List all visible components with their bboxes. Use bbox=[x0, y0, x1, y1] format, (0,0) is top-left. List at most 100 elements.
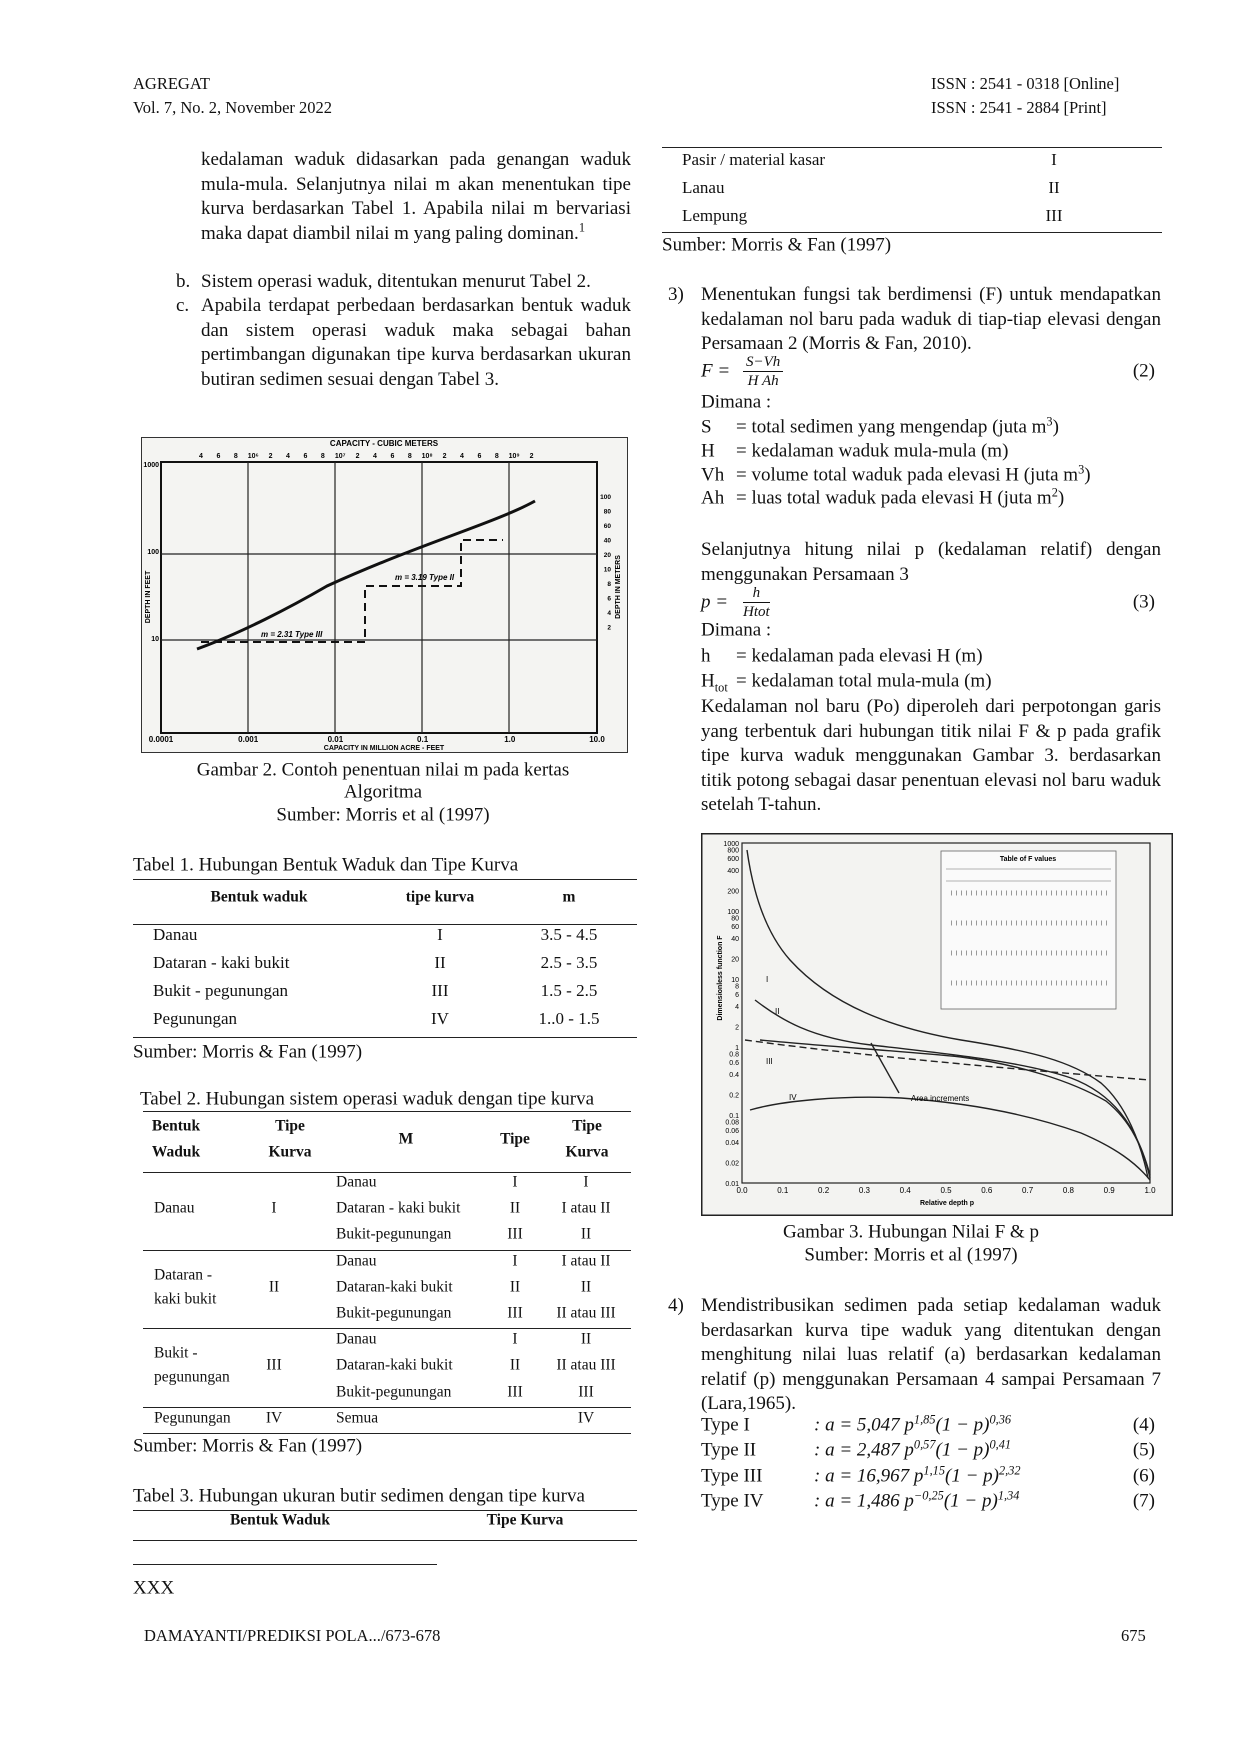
term: (1 − p) bbox=[935, 1439, 990, 1461]
table-header: Kurva bbox=[268, 1143, 312, 1161]
tick-label: 4 bbox=[735, 1004, 739, 1011]
equation-number: (2) bbox=[1132, 360, 1155, 382]
equation: : a = 1,486 p−0,25(1 − p)1,34 bbox=[814, 1489, 1019, 1513]
cell: II atau III bbox=[556, 1304, 616, 1322]
cell: pegunungan bbox=[154, 1369, 230, 1387]
def-symbol: H bbox=[701, 441, 715, 464]
tick-label: 2 bbox=[269, 453, 273, 460]
table-title: Tabel 1. Hubungan Bentuk Waduk dan Tipe … bbox=[133, 854, 519, 876]
def-symbol: Htot bbox=[701, 671, 728, 694]
cell: III bbox=[1045, 205, 1063, 225]
tick-label: 8 bbox=[607, 581, 611, 588]
tick-label: 0.01 bbox=[328, 735, 344, 744]
tick-label: 0.3 bbox=[859, 1186, 871, 1195]
table-title: Tabel 3. Hubungan ukuran butir sedimen d… bbox=[133, 1485, 585, 1507]
cell: Dataran - bbox=[154, 1266, 213, 1284]
symbol: H bbox=[701, 440, 715, 462]
list-marker: c. bbox=[176, 295, 190, 316]
rule bbox=[133, 1037, 637, 1038]
step-line bbox=[201, 539, 503, 643]
tick-label: 10.0 bbox=[589, 735, 605, 744]
tick-label: 0.9 bbox=[1104, 1186, 1116, 1195]
cell: III bbox=[266, 1357, 282, 1375]
cell: I bbox=[583, 1173, 589, 1191]
rule bbox=[143, 1406, 631, 1408]
caption: Gambar 2. Contoh penentuan nilai m pada … bbox=[196, 759, 570, 781]
tick-label: 8 bbox=[234, 453, 238, 460]
cell: I atau II bbox=[561, 1199, 611, 1217]
rule bbox=[662, 147, 1162, 148]
def-text: = volume total waduk pada elevasi H (jut… bbox=[736, 463, 1091, 488]
cell: Bukit - pegunungan bbox=[153, 980, 289, 1000]
term: : a = 16,967 p bbox=[814, 1465, 924, 1487]
journal: AGREGAT bbox=[133, 74, 210, 94]
equation-lhs: p = bbox=[701, 591, 729, 613]
cell: Dataran - kaki bukit bbox=[153, 952, 290, 972]
text: = total sedimen yang mengendap (juta m bbox=[736, 416, 1047, 438]
equation-lhs: F = bbox=[701, 360, 731, 382]
figure-2: CAPACITY - CUBIC METERS 4 6 8 10⁶ 2 4 6 8 10⁷ 2 4 6 8… bbox=[141, 437, 628, 753]
cell: Bukit-pegunungan bbox=[336, 1304, 452, 1322]
page-number: 675 bbox=[1121, 1626, 1146, 1646]
curve-label: IV bbox=[789, 1093, 797, 1102]
tick-label: 1 bbox=[735, 1045, 739, 1052]
table-header: Bentuk bbox=[151, 1117, 201, 1135]
tick-label: 0.001 bbox=[238, 735, 259, 744]
cell: III bbox=[507, 1226, 523, 1244]
def-text: = kedalaman pada elevasi H (m) bbox=[736, 646, 983, 669]
text: = luas total waduk pada elevasi H (juta … bbox=[736, 487, 1052, 509]
cell: Lempung bbox=[682, 205, 748, 225]
cell: Danau bbox=[336, 1173, 377, 1191]
equation-label: Type IV bbox=[701, 1490, 764, 1512]
plot-frame bbox=[741, 842, 1151, 1184]
axis-label: Dimensionless function F bbox=[717, 935, 724, 1021]
subscript: tot bbox=[714, 680, 728, 695]
tick-label: 1.0 bbox=[1144, 1186, 1156, 1195]
symbol: H bbox=[701, 670, 715, 692]
curve bbox=[196, 499, 536, 651]
tick-label: 10⁸ bbox=[422, 453, 433, 460]
paragraph: Kedalaman nol baru (Po) diperoleh dari p… bbox=[701, 696, 1161, 815]
equation-number: (3) bbox=[1132, 591, 1155, 613]
tick-label: 0.6 bbox=[981, 1186, 993, 1195]
tick-label: 0.1 bbox=[777, 1186, 789, 1195]
cell: IV bbox=[431, 1008, 449, 1028]
footnote-rule bbox=[133, 1564, 437, 1565]
rule bbox=[133, 879, 637, 880]
footnote-mark: 1 bbox=[578, 220, 585, 235]
denominator: Htot bbox=[743, 604, 770, 620]
cell: Danau bbox=[153, 924, 198, 944]
cell: I bbox=[512, 1173, 518, 1191]
exponent: 1,85 bbox=[913, 1412, 936, 1427]
def-symbol: Ah bbox=[701, 488, 724, 511]
cell: Pasir / material kasar bbox=[682, 149, 826, 169]
dimana: Dimana : bbox=[701, 619, 772, 641]
fraction: S−Vh H Ah bbox=[743, 353, 784, 390]
cell: II bbox=[580, 1330, 592, 1348]
table-header: Bentuk Waduk bbox=[229, 1511, 331, 1529]
def-text: = kedalaman waduk mula-mula (m) bbox=[736, 441, 1008, 464]
axis-label: CAPACITY IN MILLION ACRE - FEET bbox=[324, 745, 445, 752]
def-symbol: Vh bbox=[701, 465, 724, 488]
equation: : a = 2,487 p0,57(1 − p)0,41 bbox=[814, 1438, 1011, 1463]
def-text: = kedalaman total mula-mula (m) bbox=[736, 671, 992, 694]
table-header: Tipe bbox=[500, 1130, 530, 1148]
figure-3: 0.0 0.1 0.2 0.3 0.4 0.5 0.6 0.7 0.8 0.9 1.01000800… bbox=[701, 833, 1173, 1216]
tick-label: 40 bbox=[731, 936, 739, 943]
tick-label: 4 bbox=[607, 610, 611, 617]
tick-label: 10⁹ bbox=[509, 453, 520, 460]
text: = kedalaman waduk mula-mula (m) bbox=[736, 440, 1009, 462]
symbol: Ah bbox=[701, 487, 725, 509]
tick-label: 0.04 bbox=[725, 1140, 739, 1147]
axis-label: CAPACITY - CUBIC METERS bbox=[330, 439, 439, 448]
caption: Algoritma bbox=[343, 781, 423, 803]
tick-label: 0.6 bbox=[729, 1060, 739, 1067]
tick-label: 6 bbox=[390, 453, 394, 460]
tick-label: 0.1 bbox=[729, 1113, 739, 1120]
cell: 3.5 - 4.5 bbox=[540, 924, 598, 944]
axis-label: DEPTH IN FEET bbox=[145, 570, 152, 623]
exponent: 1,15 bbox=[923, 1462, 946, 1477]
def-text: = luas total waduk pada elevasi H (juta … bbox=[736, 486, 1064, 511]
tick-label: 0.2 bbox=[818, 1186, 830, 1195]
table-header: Waduk bbox=[151, 1143, 201, 1161]
